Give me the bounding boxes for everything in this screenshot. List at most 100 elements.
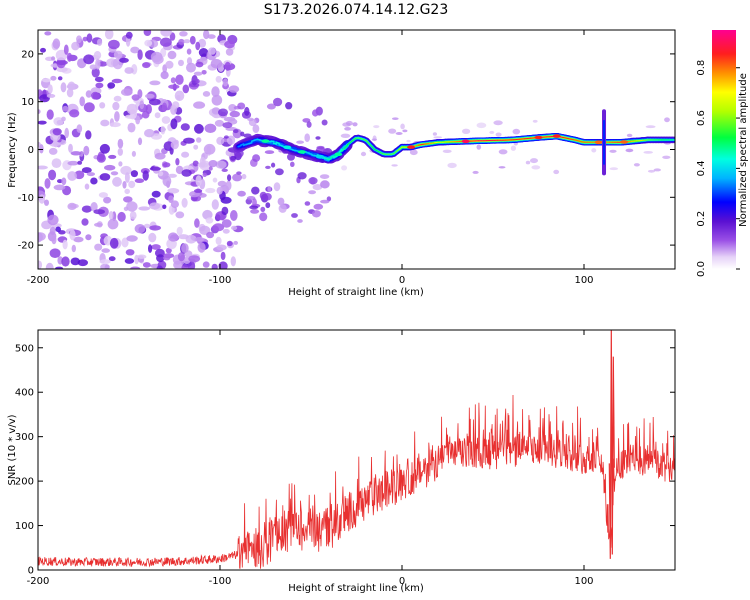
noise-blob [208,166,213,171]
noise-blob [273,97,283,107]
spectrogram-xlabel: Height of straight line (km) [288,287,424,298]
noise-blob [319,174,330,180]
noise-blob [129,211,137,220]
noise-blob [117,138,124,149]
noise-blob [85,234,92,241]
noise-blob [232,173,243,182]
noise-blob [591,148,597,153]
noise-blob [82,36,88,42]
noise-blob [91,91,100,100]
noise-blob [215,75,222,83]
noise-blob [181,197,188,208]
noise-blob [191,75,198,86]
noise-blob [225,48,234,56]
snr-xtick-label: 0 [399,576,405,587]
ridge-segment [308,152,313,156]
noise-blob [73,236,84,243]
noise-blob [63,44,69,55]
noise-blob [230,256,236,267]
noise-blob [402,129,408,133]
noise-blob [186,62,196,73]
noise-blob [312,184,323,191]
ridge-segment [376,150,381,153]
noise-blob [273,182,281,192]
snr-xtick-label: -200 [27,576,50,587]
noise-blob [135,115,141,125]
noise-blob [61,116,66,122]
noise-blob [125,114,137,119]
noise-blob [530,158,538,164]
noise-blob [442,149,452,153]
noise-blob [47,84,53,94]
noise-blob [181,169,192,177]
noise-blob [126,103,138,115]
noise-blob [134,224,146,234]
noise-blob [344,127,351,131]
noise-blob [99,259,111,265]
noise-blob [167,50,177,60]
noise-blob [181,243,189,254]
noise-blob [216,136,225,145]
noise-blob [169,32,176,41]
noise-blob [44,178,51,189]
noise-blob [123,196,133,203]
noise-blob [290,161,295,167]
noise-blob [195,78,200,84]
chart-title: S173.2026.074.14.12.G23 [264,2,449,18]
noise-blob [51,235,57,245]
noise-blob [180,123,190,131]
noise-blob [196,137,202,143]
spectrogram-heatmap [38,30,675,269]
noise-blob [148,232,157,243]
noise-blob [152,54,164,65]
noise-blob [161,116,171,124]
noise-blob [70,151,82,156]
noise-blob [48,169,57,181]
noise-blob [388,128,397,134]
noise-blob [237,102,246,110]
colorbar-tick-label: 0.8 [696,60,707,76]
noise-blob [433,136,443,139]
noise-blob [626,133,633,138]
colorbar-tick-label: 0.0 [696,261,707,277]
noise-blob [315,136,321,140]
noise-blob [259,212,268,222]
noise-blob [96,154,106,163]
noise-blob [306,121,312,128]
noise-blob [53,184,66,191]
noise-blob [181,151,190,158]
ridge-segment [374,149,378,152]
noise-blob [252,124,260,133]
noise-blob [162,162,171,168]
noise-blob [142,62,151,69]
noise-blob [124,258,135,264]
noise-blob [241,173,247,180]
noise-blob [149,225,162,231]
noise-blob [392,117,399,120]
snr-ytick-label: 400 [15,388,34,399]
noise-blob [100,119,110,127]
noise-blob [236,171,242,175]
noise-blob [211,94,223,106]
noise-blob [645,125,656,129]
noise-blob [177,252,185,262]
noise-blob [609,149,617,153]
noise-blob [183,39,191,44]
noise-blob [170,200,179,208]
noise-blob [214,119,224,127]
noise-blob [121,88,133,96]
noise-blob [252,154,261,162]
noise-blob [48,147,58,155]
noise-blob [60,82,67,93]
noise-blob [71,244,77,253]
noise-blob [192,160,199,167]
noise-blob [229,110,240,118]
noise-blob [121,237,129,248]
noise-blob [216,244,227,251]
noise-blob [406,139,411,143]
snr-ticks: -200 -100 0 100 0 100 200 300 400 500 [15,330,675,587]
noise-blob [233,129,239,134]
noise-blob [260,206,266,212]
noise-blob [203,143,216,155]
noise-blob [250,209,260,214]
